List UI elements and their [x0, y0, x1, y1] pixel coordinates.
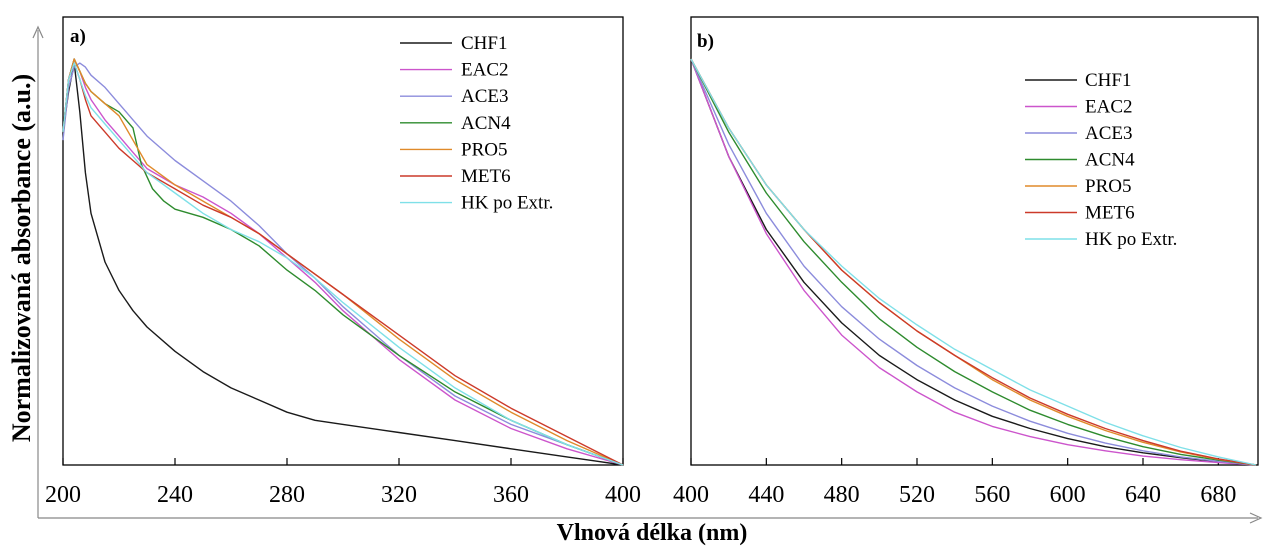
panel-b-legend-label-hk-po-extr: HK po Extr.	[1085, 229, 1177, 250]
panel-a-legend-label-eac2: EAC2	[461, 60, 509, 81]
panel-b-legend-label-ace3: ACE3	[1085, 123, 1133, 144]
panel-a-series-chf1	[62, 62, 624, 466]
panel-b-frame	[690, 16, 1259, 466]
panel-a-series-hk-po-extr	[62, 62, 624, 466]
panel-a-legend: CHF1 EAC2 ACE3 ACN4 PRO5 MET6 HK po Extr.	[400, 33, 553, 214]
panel-b-series-acn4	[690, 58, 1257, 466]
panel-a-series-eac2	[62, 58, 624, 466]
outer-axes	[32, 25, 1263, 524]
panel-a-x-tick-label: 200	[45, 482, 81, 508]
panel-b-x-tick-label: 480	[824, 482, 860, 508]
panel-b-legend-label-acn4: ACN4	[1085, 150, 1135, 171]
panel-a-x-ticks: 200 240 280 320 360 400	[45, 458, 641, 508]
panel-b-x-tick-label: 640	[1125, 482, 1161, 508]
panel-b-series-chf1	[690, 58, 1257, 466]
panel-a-series-met6	[62, 62, 624, 466]
panel-b-series-ace3	[690, 58, 1257, 466]
panel-b-legend-label-eac2: EAC2	[1085, 97, 1133, 118]
panel-a-x-tick-label: 240	[157, 482, 193, 508]
panel-a-legend-label-acn4: ACN4	[461, 113, 511, 134]
y-axis-title: Normalizovaná absorbance (a.u.)	[7, 74, 36, 442]
panel-b-series-hk-po-extr	[690, 58, 1257, 466]
panel-a-legend-label-ace3: ACE3	[461, 86, 509, 107]
panel-b-series-eac2	[690, 58, 1257, 466]
panel-b-x-tick-label: 560	[974, 482, 1010, 508]
panel-b-series-met6	[690, 58, 1257, 466]
panel-a: a) 200 240 280 320 360 400 CHF1 EAC2 ACE3 ACN4 PR…	[45, 16, 641, 508]
panel-b-x-tick-label: 600	[1050, 482, 1086, 508]
panel-a-legend-label-hk-po-extr: HK po Extr.	[461, 193, 553, 214]
panel-a-legend-label-met6: MET6	[461, 166, 511, 187]
panel-b-series	[690, 58, 1257, 466]
panel-a-legend-label-pro5: PRO5	[461, 139, 507, 160]
panel-b-legend-label-chf1: CHF1	[1085, 70, 1131, 91]
panel-a-legend-label-chf1: CHF1	[461, 33, 507, 54]
panel-b-x-tick-label: 400	[673, 482, 709, 508]
panel-a-series-pro5	[62, 58, 624, 466]
panel-b-x-tick-label: 440	[748, 482, 784, 508]
panel-b-series-pro5	[690, 58, 1257, 466]
panel-b: b) 400 440 480 520 560 600 640 680 CHF1 EAC2 ACE3…	[673, 16, 1259, 508]
panel-a-series-ace3	[62, 62, 624, 466]
panel-a-series-acn4	[62, 58, 624, 466]
panel-b-legend-label-pro5: PRO5	[1085, 176, 1131, 197]
panel-b-x-ticks: 400 440 480 520 560 600 640 680	[673, 458, 1236, 508]
panel-a-x-tick-label: 400	[605, 482, 641, 508]
panel-a-x-tick-label: 280	[269, 482, 305, 508]
panel-b-x-tick-label: 680	[1200, 482, 1236, 508]
panel-b-legend: CHF1 EAC2 ACE3 ACN4 PRO5 MET6 HK po Extr.	[1025, 70, 1177, 250]
panel-a-x-tick-label: 360	[493, 482, 529, 508]
panel-a-label: a)	[70, 26, 86, 47]
panel-a-x-tick-label: 320	[381, 482, 417, 508]
panel-b-x-tick-label: 520	[899, 482, 935, 508]
x-axis-title: Vlnová délka (nm)	[557, 520, 748, 546]
panel-b-label: b)	[697, 31, 714, 52]
panel-b-legend-label-met6: MET6	[1085, 203, 1135, 224]
panel-a-frame	[62, 16, 624, 466]
panel-a-series	[62, 58, 624, 466]
